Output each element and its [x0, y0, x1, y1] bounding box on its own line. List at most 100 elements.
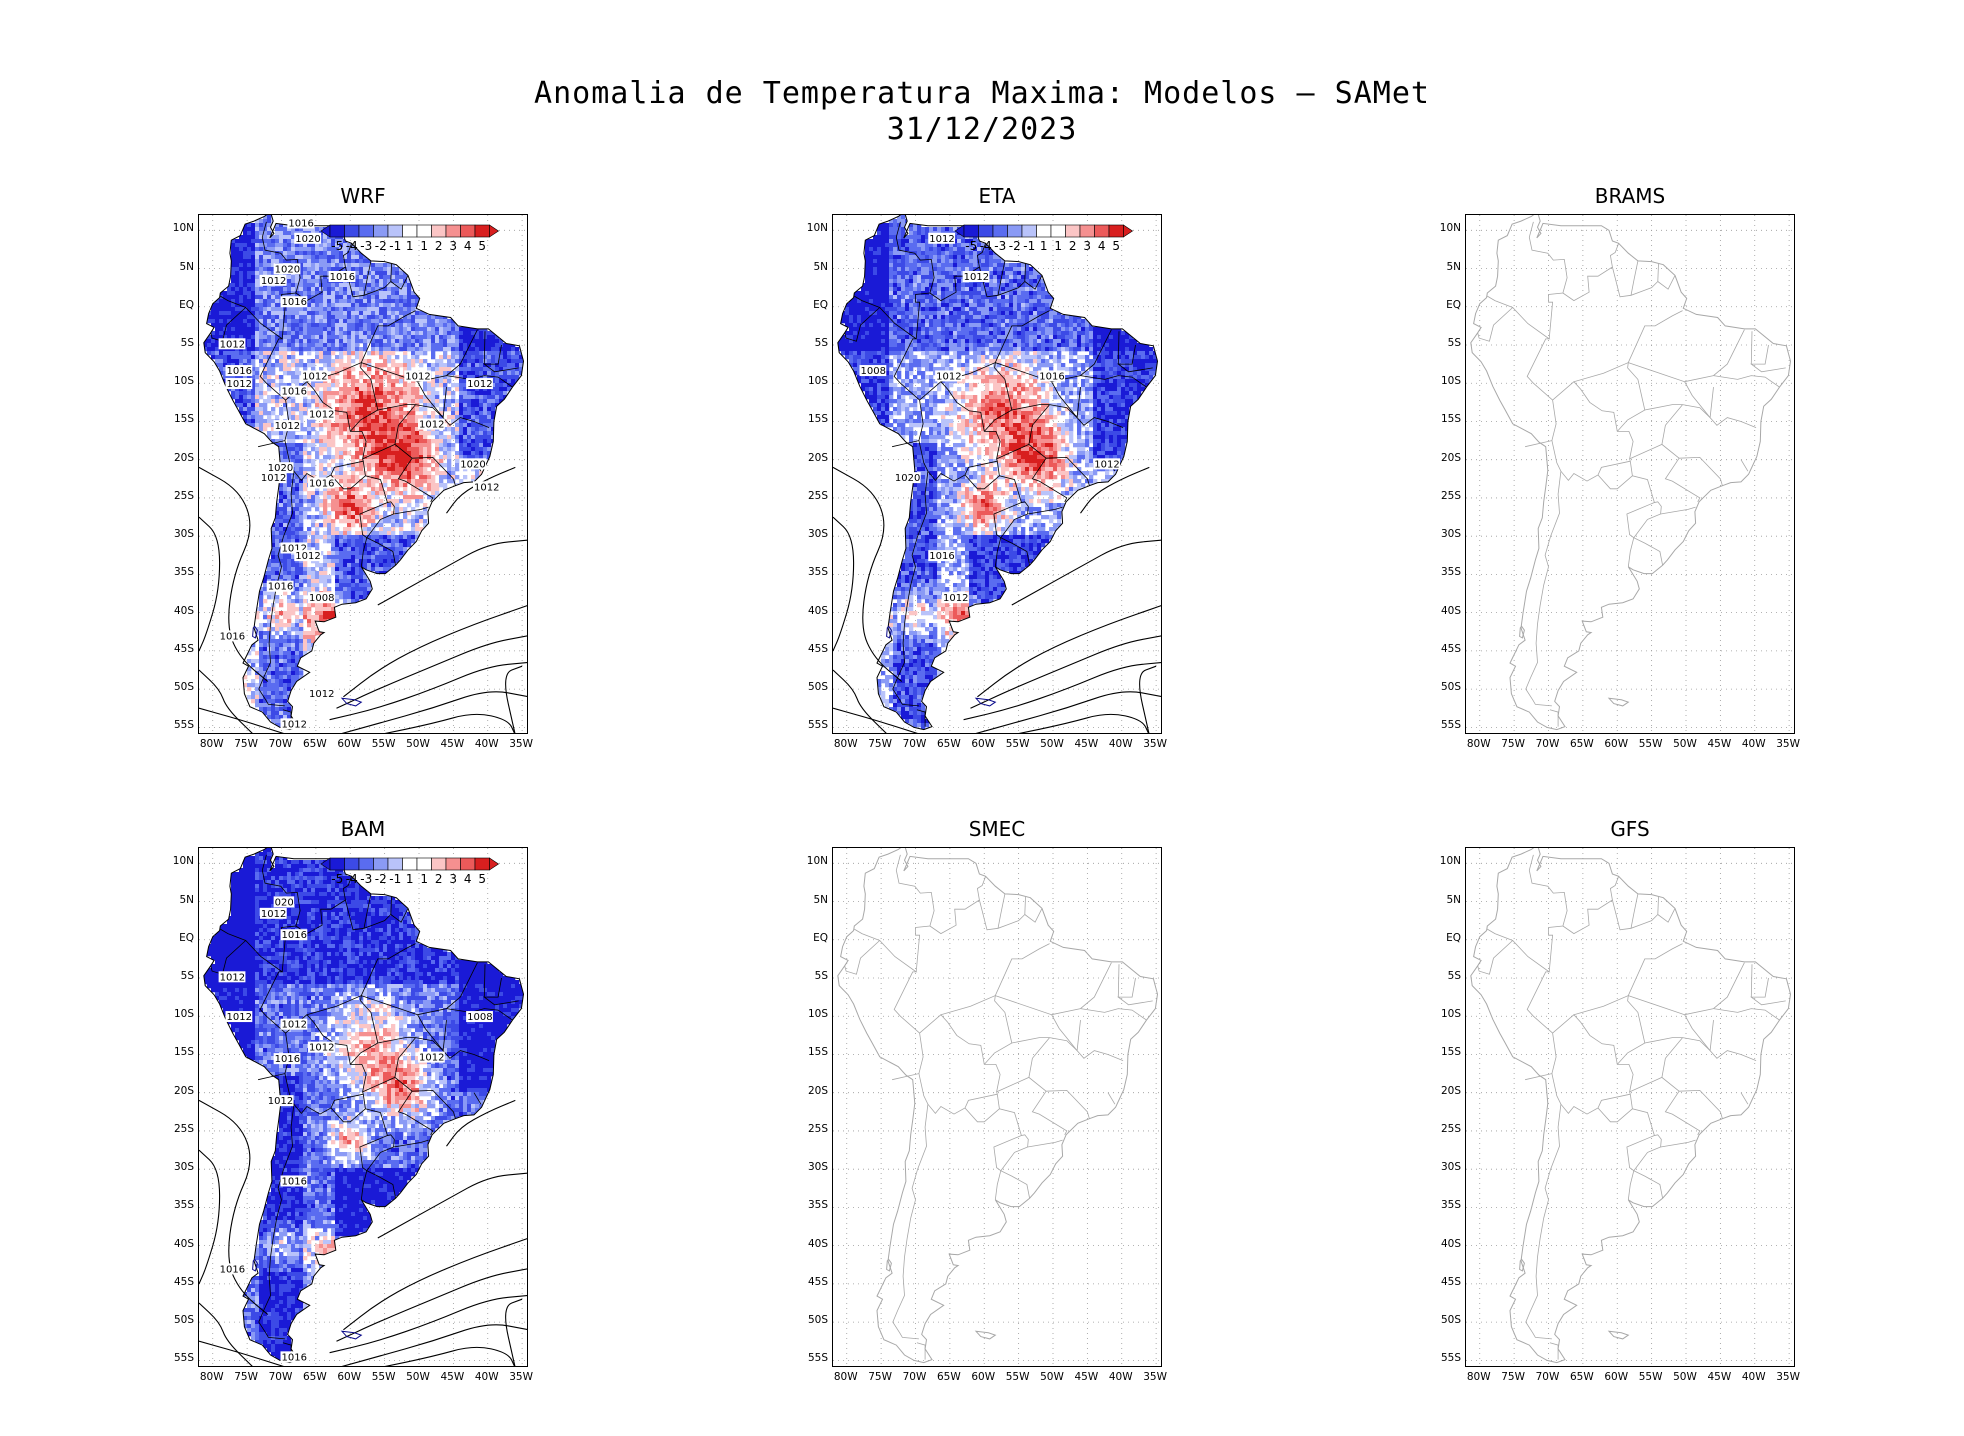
- color-bar-label: -5: [331, 872, 343, 886]
- lat-tick-label: 10S: [807, 1008, 828, 1021]
- lon-tick-label: 50W: [406, 1371, 430, 1383]
- map-canvas: [833, 848, 1161, 1366]
- isobar-label: 1016: [282, 1176, 307, 1187]
- map-canvas: [1466, 215, 1794, 733]
- isobar-label: 1016: [288, 218, 313, 229]
- lon-tick-label: 35W: [1776, 1371, 1800, 1383]
- lon-tick-label: 75W: [1501, 738, 1525, 750]
- isobar-label: 1012: [282, 543, 307, 554]
- lat-tick-label: 50S: [807, 1314, 828, 1327]
- panel-title: WRF: [340, 184, 386, 208]
- color-bar-label: 1: [1054, 239, 1062, 253]
- lon-tick-label: 65W: [303, 738, 327, 750]
- color-bar-label: -2: [375, 872, 387, 886]
- isobar-label: 1012: [261, 909, 286, 920]
- lon-tick-label: 80W: [1466, 738, 1491, 750]
- color-bar-label: -4: [346, 239, 358, 253]
- lat-tick-label: 35S: [807, 566, 828, 579]
- isobar-label: 1012: [474, 482, 499, 493]
- color-bar-label: -5: [331, 239, 343, 253]
- isobar-label: 1012: [467, 379, 492, 390]
- map-plot-area: 1012 1012 1012 1008 1016 1012 1020 1016 1012 -5 -4…: [832, 214, 1162, 734]
- lon-tick-label: 55W: [371, 1371, 396, 1383]
- lat-tick-label: 50S: [173, 1314, 194, 1327]
- coastline: [837, 848, 1159, 1364]
- lon-tick-label: 80W: [199, 738, 224, 750]
- lon-tick-label: 60W: [337, 738, 362, 750]
- color-bar-label: -3: [360, 872, 372, 886]
- graticule: [833, 848, 1161, 1366]
- lat-tick-label: 35S: [173, 1199, 194, 1212]
- isobar-label: 1012: [220, 339, 245, 350]
- lat-tick-label: 5N: [813, 893, 828, 906]
- graticule: [1466, 848, 1794, 1366]
- isobar-label: 1012: [936, 371, 961, 382]
- isobar-label: 1020: [295, 234, 320, 245]
- isobar-label: 1016: [282, 387, 307, 398]
- isobar-label: 1020: [268, 463, 293, 474]
- lat-tick-label: 5S: [1447, 970, 1461, 982]
- isobar-label: 1012: [261, 473, 286, 484]
- isobar-label: 1012: [282, 1020, 307, 1031]
- lat-tick-label: 20S: [173, 451, 194, 464]
- isobar-label: 1012: [282, 719, 307, 730]
- isobar-label: 1016: [220, 631, 245, 642]
- isobar-label: 1012: [227, 379, 252, 390]
- lat-tick-label: 55S: [807, 1352, 828, 1365]
- lat-tick-label: 35S: [807, 1199, 828, 1212]
- lat-tick-label: 5N: [1446, 260, 1461, 273]
- isobar-labels: 1012 1012 1012 1008 1016 1012 1020 1016 1012: [859, 232, 1121, 604]
- lon-tick-label: 40W: [1108, 738, 1133, 750]
- lat-tick-label: 10N: [1439, 855, 1461, 868]
- lon-tick-label: 35W: [509, 738, 533, 750]
- color-bar-label: -1: [389, 239, 401, 253]
- lon-tick-label: 70W: [268, 1371, 293, 1383]
- lon-tick-label: 80W: [833, 738, 858, 750]
- panel-title: ETA: [978, 184, 1016, 208]
- map-canvas: 1012 1012 1012 1008 1016 1012 1020 1016 1012 -5 -4…: [833, 215, 1161, 733]
- lon-tick-label: 75W: [234, 1371, 258, 1383]
- lon-tick-label: 75W: [868, 738, 892, 750]
- color-bar-label: 1: [1040, 239, 1048, 253]
- lat-tick-label: 50S: [173, 681, 194, 694]
- coastline: [837, 215, 1159, 731]
- color-bar-label: -5: [965, 239, 977, 253]
- lat-tick-label: 10S: [173, 1008, 194, 1021]
- lon-tick-label: 70W: [268, 738, 293, 750]
- lat-tick-label: 45S: [173, 1275, 194, 1288]
- color-bar-label: 3: [449, 239, 457, 253]
- isobar-label: 1012: [227, 1012, 252, 1023]
- map-plot-area: [1465, 847, 1795, 1367]
- lat-tick-label: 25S: [1440, 489, 1461, 502]
- panel-title: BRAMS: [1594, 184, 1666, 208]
- isobar-label: 1012: [419, 1053, 444, 1064]
- figure-title: Anomalia de Temperatura Maxima: Modelos …: [534, 76, 1430, 111]
- lon-tick-label: 65W: [1570, 1371, 1594, 1383]
- isobar-label: 1012: [295, 551, 320, 562]
- lat-tick-label: 10S: [1440, 1008, 1461, 1021]
- country-borders: [210, 221, 519, 727]
- lon-tick-label: 65W: [937, 738, 961, 750]
- isobar-label: 1008: [467, 1012, 492, 1023]
- lon-tick-label: 65W: [303, 1371, 327, 1383]
- lat-tick-label: 25S: [173, 489, 194, 502]
- lat-tick-label: 55S: [173, 1352, 194, 1365]
- lat-tick-label: 55S: [173, 719, 194, 732]
- isobar-lines: [199, 1099, 527, 1366]
- color-bar-label: -2: [1009, 239, 1021, 253]
- lon-tick-label: 55W: [1638, 1371, 1663, 1383]
- lat-tick-label: 15S: [1440, 413, 1461, 426]
- lat-tick-label: 40S: [1440, 604, 1461, 617]
- lat-tick-label: 50S: [1440, 681, 1461, 694]
- color-bar-label: 4: [1098, 239, 1106, 253]
- lat-tick-label: 5S: [180, 337, 194, 349]
- color-bar: -5 -4 -3 -2 -1 1 1 2 3 4 5: [320, 224, 500, 253]
- color-bar-label: 5: [1112, 239, 1120, 253]
- lat-tick-label: 40S: [173, 1237, 194, 1250]
- lon-tick-label: 75W: [868, 1371, 892, 1383]
- country-borders: [844, 854, 1153, 1360]
- lon-tick-label: 50W: [406, 738, 430, 750]
- lat-tick-label: 20S: [1440, 451, 1461, 464]
- lat-tick-label: 5N: [813, 260, 828, 273]
